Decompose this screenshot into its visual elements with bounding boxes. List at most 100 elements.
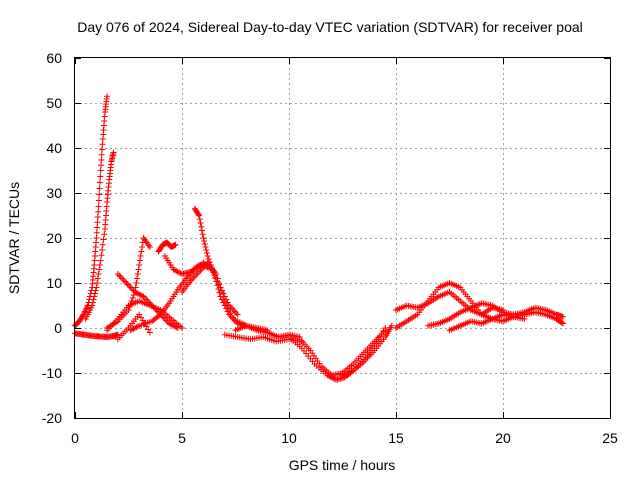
x-tick-labels: 0 5 10 15 20 25 [71,430,618,446]
data-point-rise-2 [100,236,107,243]
data-point-rise-2 [101,231,108,238]
data-point-arc-9 [228,313,235,319]
data-point-rise-1 [99,146,106,153]
data-point-arc-7 [228,305,235,312]
data-point-rise-1 [96,179,103,186]
data-point-arc-7 [156,312,163,319]
data-point-arc-8 [199,231,206,238]
data-point-rise-1 [94,219,101,226]
x-tick-label: 0 [71,430,79,446]
data-point-arc-9 [224,304,231,310]
data-point-arc-1 [134,271,141,277]
data-point-arc-9 [221,298,228,304]
data-point-arc-8 [218,296,225,303]
data-point-rise-1 [98,162,105,169]
data-point-rise-2 [96,262,103,268]
data-point-rise-1 [98,151,105,158]
data-point-arc-2 [120,277,127,283]
y-tick-label: 50 [46,95,62,111]
data-point-arc-9 [226,307,233,313]
data-point-rise-1 [97,173,104,180]
data-point-arc-9 [214,275,221,282]
data-point-arc-1 [139,244,146,250]
data-point-arc-8 [196,216,203,223]
data-point-arc-2 [163,317,170,324]
y-tick-label: -10 [42,365,62,381]
data-point-arc-8 [205,256,212,262]
y-tick-label: -20 [42,410,62,426]
data-point-arc-1 [134,275,141,282]
data-point-rise-1 [93,235,100,241]
data-point-arc-9 [227,310,234,316]
data-point-arc-8 [204,253,211,259]
y-axis-label: SDTVAR / TECUs [6,182,22,294]
x-tick-label: 5 [178,430,186,446]
x-tick-label: 25 [602,430,618,446]
data-point-rise-2 [99,247,106,253]
data-point-arc-8 [197,220,204,226]
data-point-arc-9 [223,301,230,307]
data-point-arc-2 [119,275,126,282]
data-point-arc-1 [136,257,143,264]
data-points [72,93,566,383]
data-point-arc-9 [217,284,224,291]
data-point-rise-2 [90,296,97,303]
data-point-arc-2 [127,284,134,291]
y-tick-label: 10 [46,275,62,291]
data-point-rise-2 [94,280,101,286]
data-point-rise-1 [94,224,101,231]
y-tick-labels: -20 -10 0 10 20 30 40 50 60 [42,50,62,426]
data-point-arc-7 [234,311,241,318]
data-point-arc-8 [203,250,210,256]
x-axis-label: GPS time / hours [289,457,396,473]
data-point-arc-1 [129,295,136,301]
data-point-rise-2 [89,302,96,309]
data-point-rise-1 [98,157,105,163]
data-point-arc-2 [114,271,121,277]
y-tick-label: 30 [46,185,62,201]
data-point-rise-1 [97,167,104,174]
data-point-arc-8 [198,227,205,234]
data-point-arc-1 [135,266,142,273]
chart-title: Day 076 of 2024, Sidereal Day-to-day VTE… [77,19,583,35]
data-point-arc-4 [146,329,153,336]
data-point-rise-1 [79,312,86,319]
data-point-late-4 [559,320,566,327]
data-point-arc-3 [179,325,185,331]
data-point-arc-8 [201,238,208,244]
data-point-rise-1 [94,214,101,220]
data-point-rise-2 [89,299,96,306]
data-point-rise-1 [96,191,103,198]
data-point-arc-7 [233,310,240,316]
data-point-arc-8 [202,244,209,250]
data-point-rise-1 [99,141,106,148]
data-point-rise-1 [95,197,102,204]
y-tick-label: 20 [46,230,62,246]
data-point-arc-8 [195,211,202,218]
data-point-rise-1 [93,229,100,236]
plot-frame [74,57,611,419]
axis-ticks [75,58,611,419]
data-point-rise-1 [95,208,102,215]
data-point-arc-2 [129,286,136,292]
data-point-rise-2 [95,271,102,277]
y-tick-label: 40 [46,140,62,156]
data-point-arc-2 [116,272,123,279]
data-point-rise-1 [96,185,103,192]
data-point-arc-2 [121,278,128,285]
data-point-arc-2 [161,316,168,322]
data-point-rise-2 [93,284,100,291]
data-point-arc-9 [220,293,227,300]
data-point-arc-7 [134,323,141,330]
data-point-rise-2 [91,290,98,297]
data-point-rise-2 [98,252,105,259]
data-point-arc-9 [218,289,225,295]
x-tick-label: 10 [281,430,297,446]
data-point-arc-1 [133,280,140,286]
data-point-arc-8 [196,212,203,219]
data-point-arc-1 [137,253,144,259]
data-point-rise-2 [96,266,103,273]
y-tick-label: 60 [46,50,62,66]
